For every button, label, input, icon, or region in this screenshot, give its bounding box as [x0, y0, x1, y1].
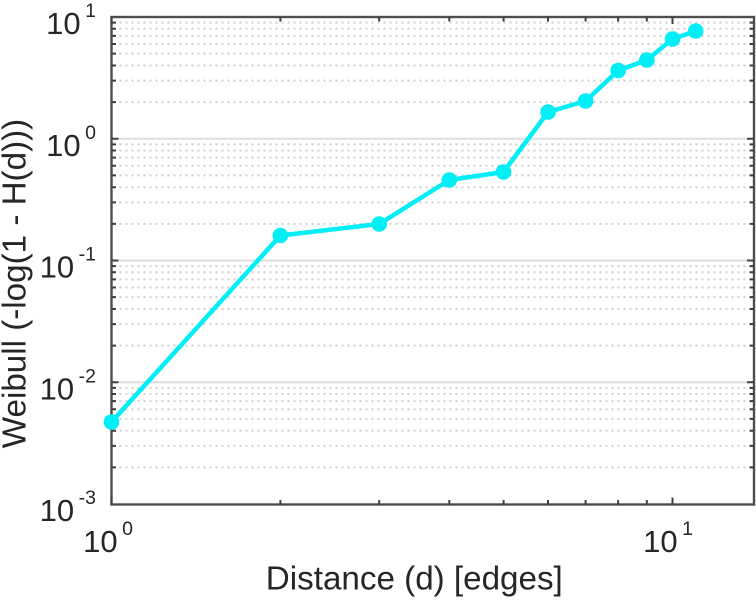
svg-text:100: 10 0: [83, 518, 133, 559]
svg-text:Distance (d) [edges]: Distance (d) [edges]: [266, 561, 563, 598]
svg-text:Weibull (-log(1 - H(d))): Weibull (-log(1 - H(d))): [0, 119, 34, 448]
svg-text:10-2: 10 -2: [40, 365, 96, 406]
